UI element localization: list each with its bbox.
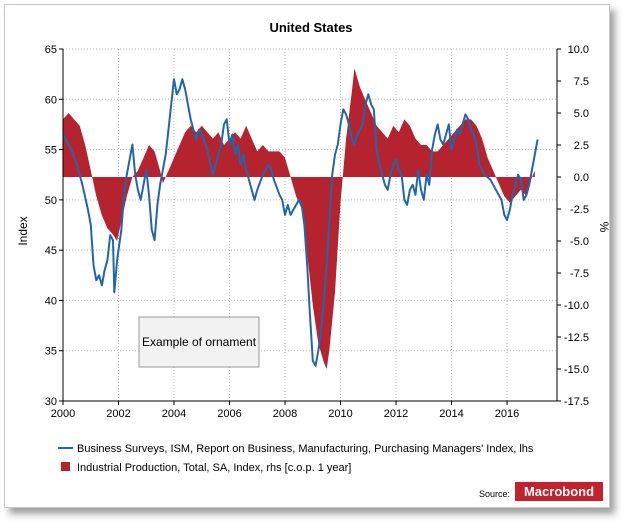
line-series [62,78,539,367]
y-right-tick-label: -12.5 [564,332,589,344]
chart-frame: United States 2000 2002 2004 2006 2008 2010 20… [4,4,610,508]
y-right-tick-label: 2.5 [574,140,589,152]
x-tick-label: 2010 [328,408,352,420]
x-tick-label: 2016 [495,408,519,420]
area-series [63,68,535,369]
y-left-tick-label: 35 [45,346,57,358]
y-left-tick-label: 60 [45,94,57,106]
legend-label-area: Industrial Production, Total, SA, Index,… [77,462,351,474]
chart: United States 2000 2002 2004 2006 2008 2010 20… [16,20,609,501]
y-left-tick-label: 50 [45,195,57,207]
x-tick-label: 2004 [162,408,186,420]
source: Source: Macrobond [479,482,603,501]
y-right-tick-label: -7.5 [570,268,589,280]
left-axis-label: Index [16,216,30,245]
y-left-tick-label: 30 [45,396,57,408]
y-right-tick-label: -15.0 [564,364,589,376]
area-series-path [63,68,535,369]
x-tick-label: 2002 [106,408,130,420]
x-tick-label: 2000 [51,408,75,420]
tick-labels: 2000 2002 2004 2006 2008 2010 2012 2014 2016 30 35… [45,44,589,420]
ornament-box [138,316,260,368]
y-right-tick-label: 7.5 [574,76,589,88]
x-tick-label: 2014 [439,408,463,420]
y-left-tick-label: 55 [45,145,57,157]
brand-logo: Macrobond [524,484,594,499]
source-label: Source: [479,489,510,499]
x-tick-label: 2012 [384,408,408,420]
y-right-tick-label: -5.0 [570,236,589,248]
y-right-tick-label: -10.0 [564,300,589,312]
y-right-tick-label: 5.0 [574,108,589,120]
ornament-text: Example of ornament [142,335,257,349]
chart-title: United States [269,20,352,35]
x-tick-label: 2008 [273,408,297,420]
x-tick-label: 2006 [217,408,241,420]
line-series-path [62,78,539,367]
right-axis-label: % [597,222,609,233]
y-right-tick-label: -2.5 [570,204,589,216]
y-right-tick-label: -17.5 [564,396,589,408]
y-left-tick-label: 40 [45,295,57,307]
y-right-tick-label: 0.0 [574,172,589,184]
y-left-tick-label: 45 [45,245,57,257]
y-left-tick-label: 65 [45,44,57,56]
brand-logo-bg [515,482,603,501]
legend-label-line: Business Surveys, ISM, Report on Busines… [77,443,534,455]
legend-swatch-area [61,462,70,471]
legend: Business Surveys, ISM, Report on Busines… [58,443,534,474]
axes [59,48,561,405]
y-right-tick-label: 10.0 [568,44,589,56]
ornament: Example of ornament [138,316,260,368]
